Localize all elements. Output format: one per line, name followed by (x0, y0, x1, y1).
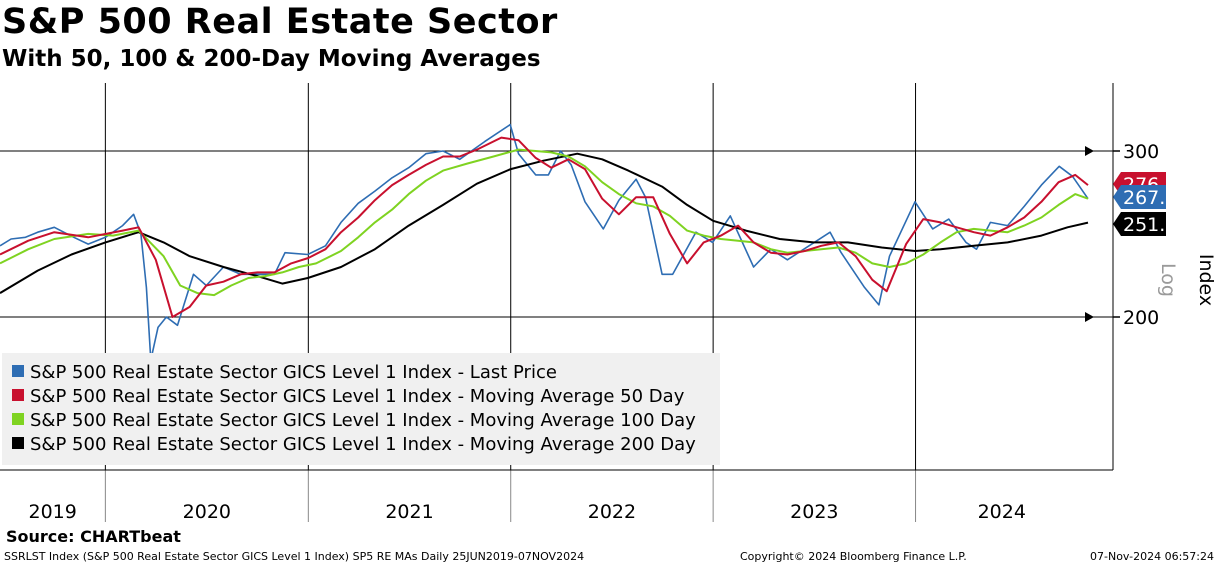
y-tick-arrow (1085, 146, 1094, 156)
last-value-flag-ma200 (1113, 212, 1166, 236)
x-tick-label: 2022 (588, 501, 636, 523)
legend-swatch-ma100 (12, 413, 24, 425)
y-tick-arrow (1085, 312, 1094, 322)
legend: S&P 500 Real Estate Sector GICS Level 1 … (2, 353, 720, 465)
y-axis-label: Index (1195, 254, 1217, 306)
series-line-ma50 (0, 136, 1089, 318)
legend-swatch-ma50 (12, 389, 24, 401)
x-tick-label: 2023 (790, 501, 838, 523)
footer-timestamp: 07-Nov-2024 06:57:24 (1090, 550, 1215, 563)
legend-label-ma50: S&P 500 Real Estate Sector GICS Level 1 … (30, 386, 685, 407)
footer-copyright: Copyright© 2024 Bloomberg Finance L.P. (740, 550, 967, 563)
legend-swatch-ma200 (12, 437, 24, 449)
x-tick-label: 2019 (29, 501, 77, 523)
footer-ticker-info: SSRLST Index (S&P 500 Real Estate Sector… (4, 550, 585, 563)
last-value-text-ma200: 251.89 (1123, 214, 1189, 236)
source-note: Source: CHARTbeat (6, 527, 181, 546)
x-tick-label: 2024 (978, 501, 1026, 523)
legend-box (2, 353, 720, 465)
y-axis: 200 300 (1085, 141, 1159, 329)
legend-label-ma100: S&P 500 Real Estate Sector GICS Level 1 … (30, 410, 696, 431)
series-line-ma200 (0, 152, 1089, 294)
y-tick-label: 300 (1123, 141, 1159, 163)
legend-label-ma200: S&P 500 Real Estate Sector GICS Level 1 … (30, 434, 696, 455)
chart-subtitle: With 50, 100 & 200-Day Moving Averages (2, 46, 541, 72)
x-tick-label: 2020 (183, 501, 231, 523)
legend-swatch-last-price (12, 365, 24, 377)
log-scale-label: Log (1157, 263, 1179, 297)
chart-title: S&P 500 Real Estate Sector (2, 2, 558, 42)
y-tick-label: 200 (1123, 307, 1159, 329)
series-line-ma100 (0, 148, 1089, 297)
x-axis: 2019 2020 2021 2022 2023 2024 (29, 501, 1026, 523)
last-value-text-last-price: 267.43 (1123, 187, 1189, 209)
last-value-flag-last-price (1113, 185, 1166, 209)
legend-label-last-price: S&P 500 Real Estate Sector GICS Level 1 … (30, 362, 557, 383)
x-tick-label: 2021 (385, 501, 433, 523)
series-layer (0, 123, 1089, 361)
